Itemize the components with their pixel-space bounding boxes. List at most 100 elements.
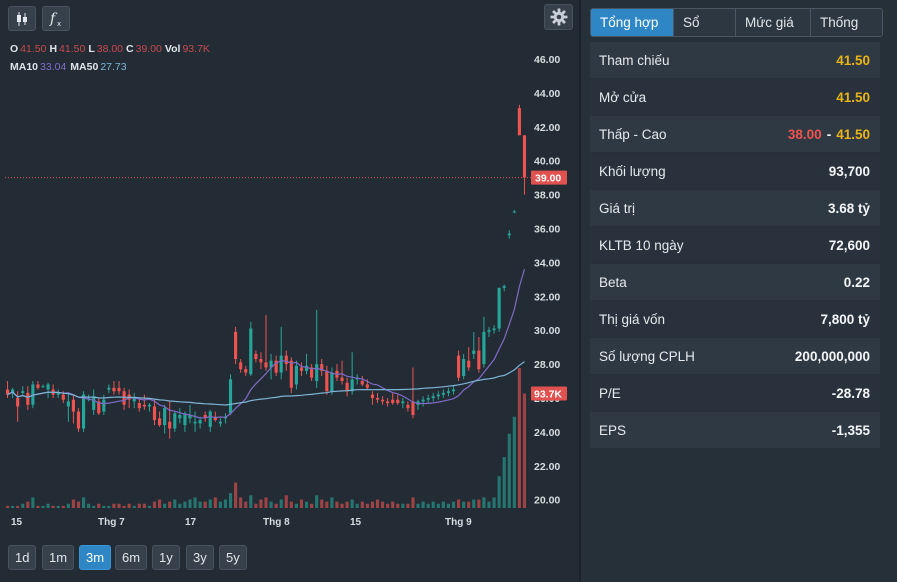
candle-body <box>462 359 466 376</box>
open-value: 41.50 <box>20 43 47 55</box>
volume-bar <box>340 503 344 508</box>
stat-value: 0.22 <box>843 274 870 290</box>
stat-label: Thấp - Cao <box>599 126 667 142</box>
stat-label: P/E <box>599 385 621 401</box>
candle-body <box>41 386 45 388</box>
volume-bar <box>76 501 81 508</box>
volume-bar <box>335 501 339 508</box>
volume-bar <box>127 503 131 508</box>
volume-bar <box>97 503 101 508</box>
volume-bar <box>26 501 30 508</box>
range-button-1d[interactable]: 1d <box>8 545 37 570</box>
volume-bar <box>279 499 283 508</box>
tab-1[interactable]: Tổng hợp <box>591 9 673 36</box>
volume-bar <box>249 495 253 508</box>
volume-bar <box>81 497 86 508</box>
tab-3[interactable]: Mức giá <box>735 9 810 36</box>
volume-bar <box>158 499 162 508</box>
range-button-5y[interactable]: 5y <box>219 545 247 570</box>
candle-body <box>132 398 136 402</box>
last-price-badge <box>531 170 567 185</box>
range-button-3y[interactable]: 3y <box>186 545 214 570</box>
candle-body <box>61 394 65 400</box>
candle-body <box>254 353 258 360</box>
volume-bar <box>31 497 35 508</box>
candle-body <box>380 399 385 402</box>
x-tick-label: 15 <box>11 517 23 528</box>
candle-body <box>244 369 248 373</box>
range-button-1y[interactable]: 1y <box>152 545 180 570</box>
volume-bar <box>56 505 60 508</box>
y-tick-label: 38.00 <box>534 190 560 202</box>
volume-bar <box>147 505 152 508</box>
candle-body <box>396 399 400 404</box>
volume-bar <box>203 501 207 508</box>
volume-bar <box>477 499 481 508</box>
volume-bar <box>264 497 268 508</box>
candle-body <box>315 364 319 382</box>
stat-row: EPS -1,355 <box>590 412 880 449</box>
price-chart[interactable]: 46.00 44.00 42.00 40.00 38.00 36.00 34.00 32.00… <box>0 0 579 540</box>
candle-body <box>102 399 106 412</box>
volume-bar <box>102 505 106 508</box>
candle-body <box>320 364 324 371</box>
candle-body <box>92 396 96 410</box>
candle-body <box>411 401 415 415</box>
volume-bar <box>431 501 435 508</box>
volume-bar <box>41 505 45 508</box>
volume-bar <box>46 503 50 508</box>
candle-body <box>87 398 91 399</box>
candle-body <box>26 392 30 405</box>
range-button-3m[interactable]: 3m <box>79 545 112 570</box>
candle-body <box>269 360 273 368</box>
candlestick-type-button[interactable] <box>8 6 36 31</box>
candle-body <box>386 401 390 404</box>
volume-bar <box>502 457 506 508</box>
volume-bar <box>71 499 75 508</box>
volume-bar <box>294 503 298 508</box>
function-icon: f x <box>49 11 61 28</box>
volume-bar <box>208 499 212 508</box>
range-button-6m[interactable]: 6m <box>115 545 148 570</box>
volume-bar <box>315 495 319 508</box>
volume-bar <box>218 501 222 508</box>
y-tick-label: 42.00 <box>534 122 560 134</box>
candle-body <box>239 362 243 370</box>
volume-bar <box>163 503 167 508</box>
close-label: C <box>126 43 134 55</box>
ma10-value: 33.04 <box>40 61 67 73</box>
candle-body <box>173 413 177 429</box>
volume-bar <box>522 393 527 508</box>
range-button-1m[interactable]: 1m <box>42 545 75 570</box>
stat-row: P/E -28.78 <box>590 375 880 412</box>
candle-body <box>97 401 101 414</box>
candle-body <box>117 387 121 392</box>
volume-bar <box>517 368 521 508</box>
candle-body <box>112 387 116 392</box>
volume-bar <box>446 503 451 508</box>
x-tick-label: 15 <box>350 517 362 528</box>
volume-bar <box>320 499 324 508</box>
stat-row: Tham chiếu 41.50 <box>590 42 880 79</box>
high-value: 41.50 <box>59 43 86 55</box>
y-tick-label: 34.00 <box>534 257 560 269</box>
tab-2[interactable]: Sổ lệnh <box>673 9 735 36</box>
volume-bar <box>188 499 192 508</box>
candle-body <box>391 399 395 404</box>
volume-bar <box>137 503 141 508</box>
indicators-button[interactable]: f x <box>42 6 70 31</box>
y-tick-label: 22.00 <box>534 461 560 473</box>
volume-bar <box>482 497 486 508</box>
settings-button[interactable] <box>544 4 573 30</box>
candle-body <box>401 401 405 404</box>
stat-row: Beta 0.22 <box>590 264 880 301</box>
candle-body <box>36 384 40 388</box>
volume-bar <box>178 503 182 508</box>
stat-value-separator: - <box>826 126 832 142</box>
stat-value: 38.00-41.50 <box>788 127 870 142</box>
volume-bar <box>274 503 278 508</box>
last-volume-badge <box>531 386 567 401</box>
tab-4[interactable]: Thống kê <box>810 9 882 36</box>
volume-bar <box>122 505 126 508</box>
ma50-value: 27.73 <box>100 61 127 73</box>
